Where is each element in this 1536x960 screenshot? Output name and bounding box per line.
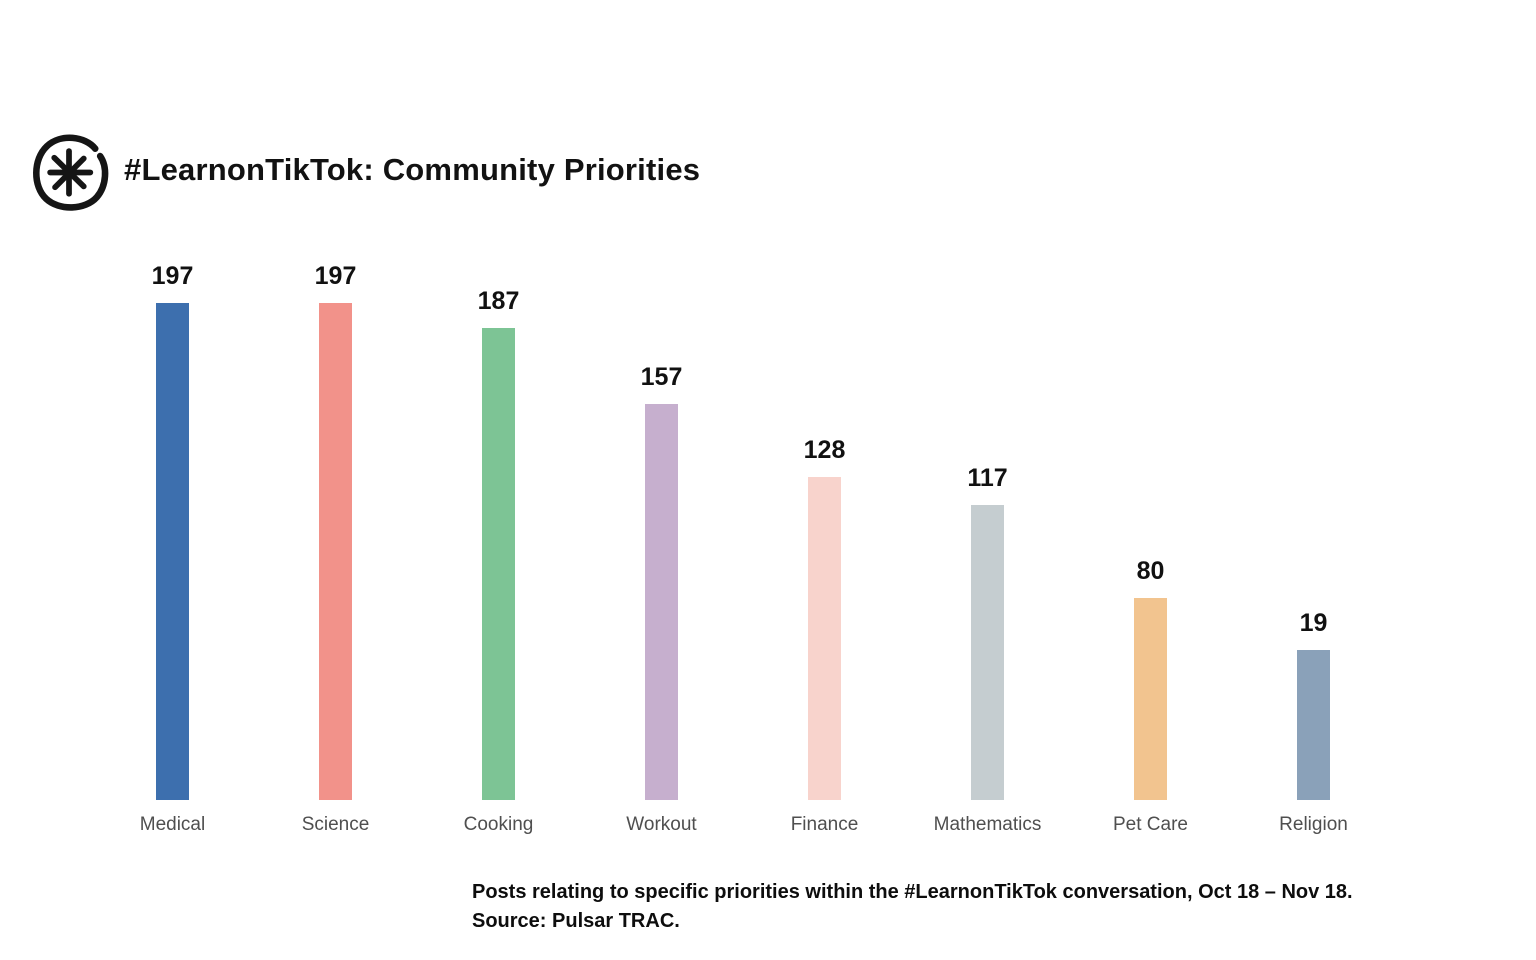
bar-category-label: Pet Care <box>1113 814 1188 835</box>
bar-category-label: Mathematics <box>933 814 1042 835</box>
header: #LearnonTikTok: Community Priorities <box>28 126 700 214</box>
bar-group: 187 Cooking <box>417 230 580 836</box>
bar <box>1297 650 1330 800</box>
bar <box>156 303 189 800</box>
bar-group: 117 Mathematics <box>906 230 1069 836</box>
bar-value-label: 117 <box>967 464 1008 492</box>
bar-category-label: Religion <box>1279 814 1348 835</box>
bar-category-label: Finance <box>790 814 859 835</box>
bar-value-label: 80 <box>1136 557 1165 585</box>
bar <box>319 303 352 800</box>
bar-group: 128 Finance <box>743 230 906 836</box>
bar-category-label: Science <box>301 814 370 835</box>
bar-value-label: 187 <box>477 287 520 315</box>
bar-chart: 197 Medical 197 Science 187 Cooking 157 … <box>91 230 1395 836</box>
bar-value-label: 197 <box>314 262 357 290</box>
bar-value-label: 197 <box>151 262 194 290</box>
chart-caption: Posts relating to specific priorities wi… <box>472 878 1353 936</box>
caption-line-1: Posts relating to specific priorities wi… <box>472 881 1353 903</box>
bar <box>971 505 1004 800</box>
bar-value-label: 157 <box>640 363 683 391</box>
bar-category-label: Cooking <box>463 814 534 835</box>
bar <box>645 404 678 800</box>
bar <box>1134 598 1167 800</box>
bar-value-label: 128 <box>803 436 846 464</box>
bar-group: 80 Pet Care <box>1069 230 1232 836</box>
caption-line-2: Source: Pulsar TRAC. <box>472 910 680 932</box>
bar-group: 157 Workout <box>580 230 743 836</box>
bar <box>808 477 841 800</box>
bar-value-label: 19 <box>1299 609 1328 637</box>
bar <box>482 328 515 800</box>
page-title: #LearnonTikTok: Community Priorities <box>124 152 701 187</box>
asterisk-circle-logo-icon <box>33 134 109 211</box>
bar-group: 197 Science <box>254 230 417 836</box>
bar-group: 197 Medical <box>91 230 254 836</box>
bar-group: 19 Religion <box>1232 230 1395 836</box>
bar-category-label: Workout <box>626 814 697 835</box>
bar-category-label: Medical <box>139 814 206 835</box>
